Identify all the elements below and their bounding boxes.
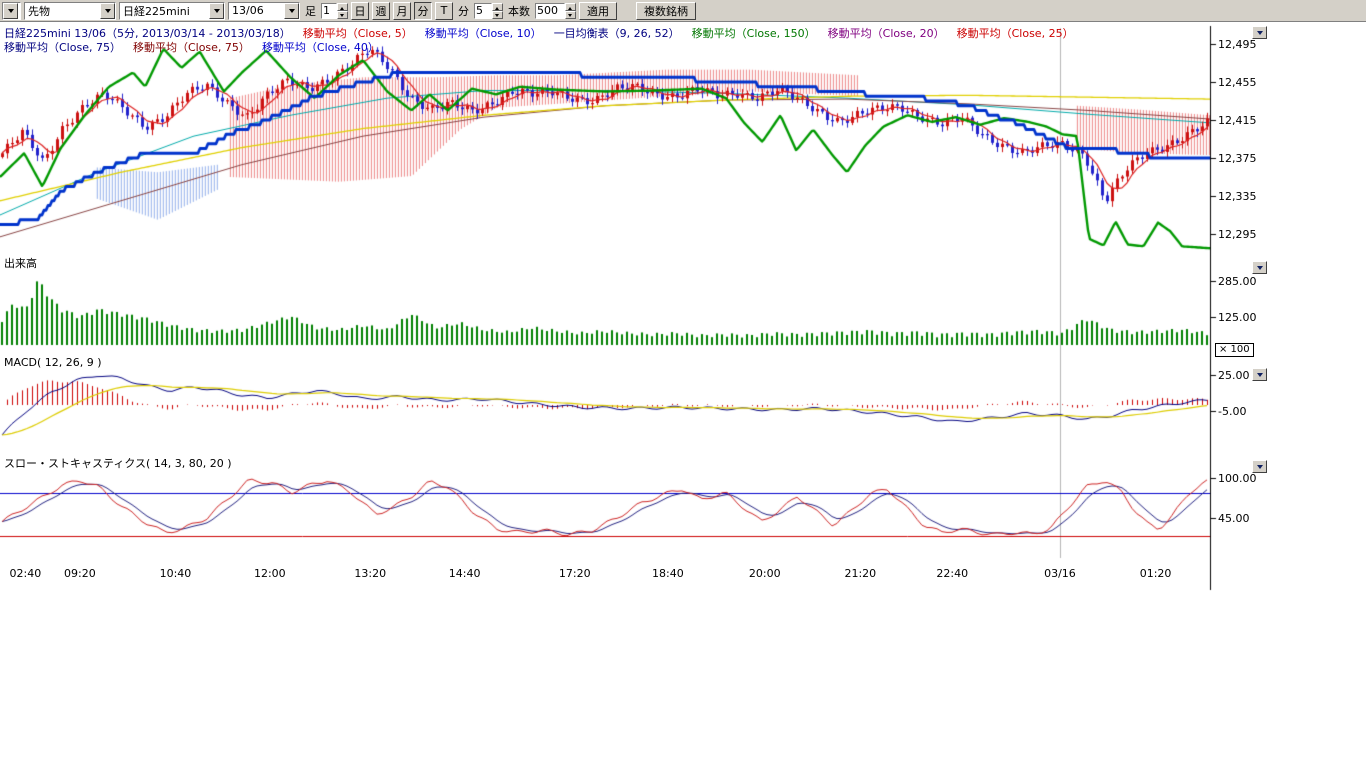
legend-item: 移動平均（Close, 25） [957,27,1074,40]
y-axis-tick-label: 285.00 [1218,275,1257,288]
chevron-down-icon [3,3,18,19]
legend-item: 移動平均（Close, 40） [262,41,379,54]
minutes-input[interactable] [474,3,492,19]
chevron-down-icon [284,3,299,19]
x-axis-tick-label: 03/16 [1044,567,1076,580]
instrument-type-value: 先物 [28,3,50,19]
legend-item: 移動平均（Close, 75） [4,41,121,54]
contract-month-value: 13/06 [232,4,264,17]
macd-panel-title: MACD( 12, 26, 9 ) [4,356,102,369]
x-axis-tick-label: 22:40 [936,567,968,580]
y-axis-tick-label: 12,455 [1218,76,1257,89]
symbol-value: 日経225mini [123,3,190,19]
legend-line-2: 移動平均（Close, 75） 移動平均（Close, 75） 移動平均（Close… [4,39,391,55]
chart-canvas[interactable] [0,0,1366,768]
x-axis-tick-label: 13:20 [354,567,386,580]
y-axis-tick-label: 100.00 [1218,472,1257,485]
mini-dropdown[interactable] [2,2,21,20]
x-axis-tick-label: 01:20 [1140,567,1172,580]
y-axis-tick-label: 12,415 [1218,114,1257,127]
symbol-select[interactable]: 日経225mini [119,2,225,20]
x-axis-tick-label: 14:40 [449,567,481,580]
spinner-arrows-icon[interactable] [492,3,503,19]
multi-symbol-button[interactable]: 複数銘柄 [636,2,696,20]
chevron-down-icon [209,3,224,19]
legend-item: 移動平均（Close, 20） [828,27,945,40]
chevron-down-icon [1257,465,1263,472]
chevron-down-icon [1257,373,1263,380]
bar-type-label: 足 [305,3,316,19]
spinner-arrows-icon[interactable] [565,3,576,19]
y-axis-tick-label: 12,295 [1218,228,1257,241]
volume-unit-multiplier: × 100 [1215,343,1254,357]
y-axis-tick-label: 12,495 [1218,38,1257,51]
bar-interval-stepper [321,2,348,20]
x-axis-tick-label: 02:40 [10,567,42,580]
y-axis-tick-label: -5.00 [1218,405,1246,418]
period-minute-button[interactable]: 分 [414,2,432,20]
bar-count-input[interactable] [535,3,565,19]
legend-item: 移動平均（Close, 75） [133,41,250,54]
minutes-label: 分 [458,3,469,19]
chevron-down-icon [100,3,115,19]
x-axis-tick-label: 12:00 [254,567,286,580]
period-month-button[interactable]: 月 [393,2,411,20]
toolbar: 先物 日経225mini 13/06 足 日 週 月 分 T 分 本数 [0,0,1366,22]
stochastics-panel-title: スロー・ストキャスティクス( 14, 3, 80, 20 ) [4,455,232,471]
x-axis-tick-label: 17:20 [559,567,591,580]
period-tick-button[interactable]: T [435,2,453,20]
y-axis-tick-label: 12,335 [1218,190,1257,203]
bar-count-label: 本数 [508,3,530,19]
y-axis-tick-label: 12,375 [1218,152,1257,165]
spinner-arrows-icon[interactable] [337,3,348,19]
x-axis-tick-label: 20:00 [749,567,781,580]
x-axis-tick-label: 09:20 [64,567,96,580]
minutes-stepper [474,2,503,20]
apply-button[interactable]: 適用 [579,2,617,20]
period-day-button[interactable]: 日 [351,2,369,20]
x-axis-tick-label: 18:40 [652,567,684,580]
x-axis-tick-label: 21:20 [844,567,876,580]
bar-interval-input[interactable] [321,3,337,19]
legend-item: 一目均衡表（9, 26, 52） [554,27,680,40]
y-axis-tick-label: 125.00 [1218,311,1257,324]
legend-item: 移動平均（Close, 10） [425,27,542,40]
instrument-type-select[interactable]: 先物 [24,2,116,20]
chevron-down-icon [1257,266,1263,273]
contract-month-select[interactable]: 13/06 [228,2,300,20]
volume-panel-title: 出来高 [4,255,37,271]
y-axis-tick-label: 25.00 [1218,369,1250,382]
x-axis-tick-label: 10:40 [160,567,192,580]
chart-application-window: 先物 日経225mini 13/06 足 日 週 月 分 T 分 本数 [0,0,1366,768]
bar-count-stepper [535,2,576,20]
macd-panel-scroll-down-button[interactable] [1252,368,1267,381]
legend-item: 移動平均（Close, 150） [692,27,816,40]
y-axis-tick-label: 45.00 [1218,512,1250,525]
volume-panel-scroll-down-button[interactable] [1252,261,1267,274]
chevron-down-icon [1257,31,1263,38]
period-week-button[interactable]: 週 [372,2,390,20]
